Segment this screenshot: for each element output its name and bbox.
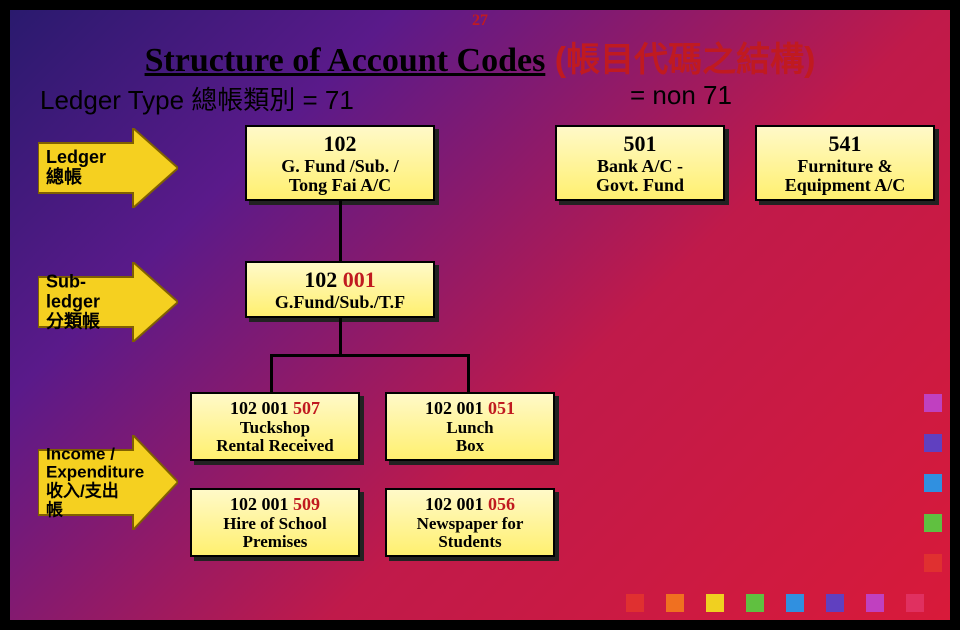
box-509: 102 001 509 Hire of SchoolPremises [190, 488, 360, 557]
arrow-incexp-label: Income /Expenditure收入/支出帳 [46, 445, 132, 520]
ledger-type-non71: = non 71 [630, 80, 732, 111]
connector [270, 354, 470, 357]
page-number: 27 [10, 12, 950, 30]
box-507: 102 001 507 TuckshopRental Received [190, 392, 360, 461]
color-square [866, 594, 884, 612]
ledger-type-71: Ledger Type 總帳類別 = 71 [40, 80, 354, 117]
title-en: Structure of Account Codes [145, 42, 546, 79]
box-102-001: 102 001 G.Fund/Sub./T.F [245, 261, 435, 318]
color-square [706, 594, 724, 612]
color-square [924, 554, 942, 572]
color-square [924, 474, 942, 492]
slide: 27 Structure of Account Codes (帳目代碼之結構) … [8, 8, 952, 622]
arrow-subledger-label: Sub-ledger分類帳 [46, 272, 132, 331]
connector [467, 354, 470, 392]
color-square [924, 394, 942, 412]
color-square [826, 594, 844, 612]
box-102: 102 G. Fund /Sub. /Tong Fai A/C [245, 125, 435, 201]
color-square [746, 594, 764, 612]
connector [270, 354, 273, 392]
color-square [906, 594, 924, 612]
color-square [924, 434, 942, 452]
box-541: 541 Furniture &Equipment A/C [755, 125, 935, 201]
arrow-incexp: Income /Expenditure收入/支出帳 [38, 435, 178, 530]
box-056: 102 001 056 Newspaper forStudents [385, 488, 555, 557]
box-051: 102 001 051 LunchBox [385, 392, 555, 461]
color-square [786, 594, 804, 612]
connector [339, 201, 342, 261]
slide-title: Structure of Account Codes (帳目代碼之結構) [10, 32, 950, 81]
arrow-ledger: Ledger總帳 [38, 128, 178, 208]
title-zh: (帳目代碼之結構) [545, 41, 815, 79]
color-square [666, 594, 684, 612]
color-square [924, 514, 942, 532]
arrow-ledger-label: Ledger總帳 [46, 148, 132, 188]
color-square [626, 594, 644, 612]
arrow-subledger: Sub-ledger分類帳 [38, 262, 178, 342]
box-501: 501 Bank A/C -Govt. Fund [555, 125, 725, 201]
connector [339, 316, 342, 354]
